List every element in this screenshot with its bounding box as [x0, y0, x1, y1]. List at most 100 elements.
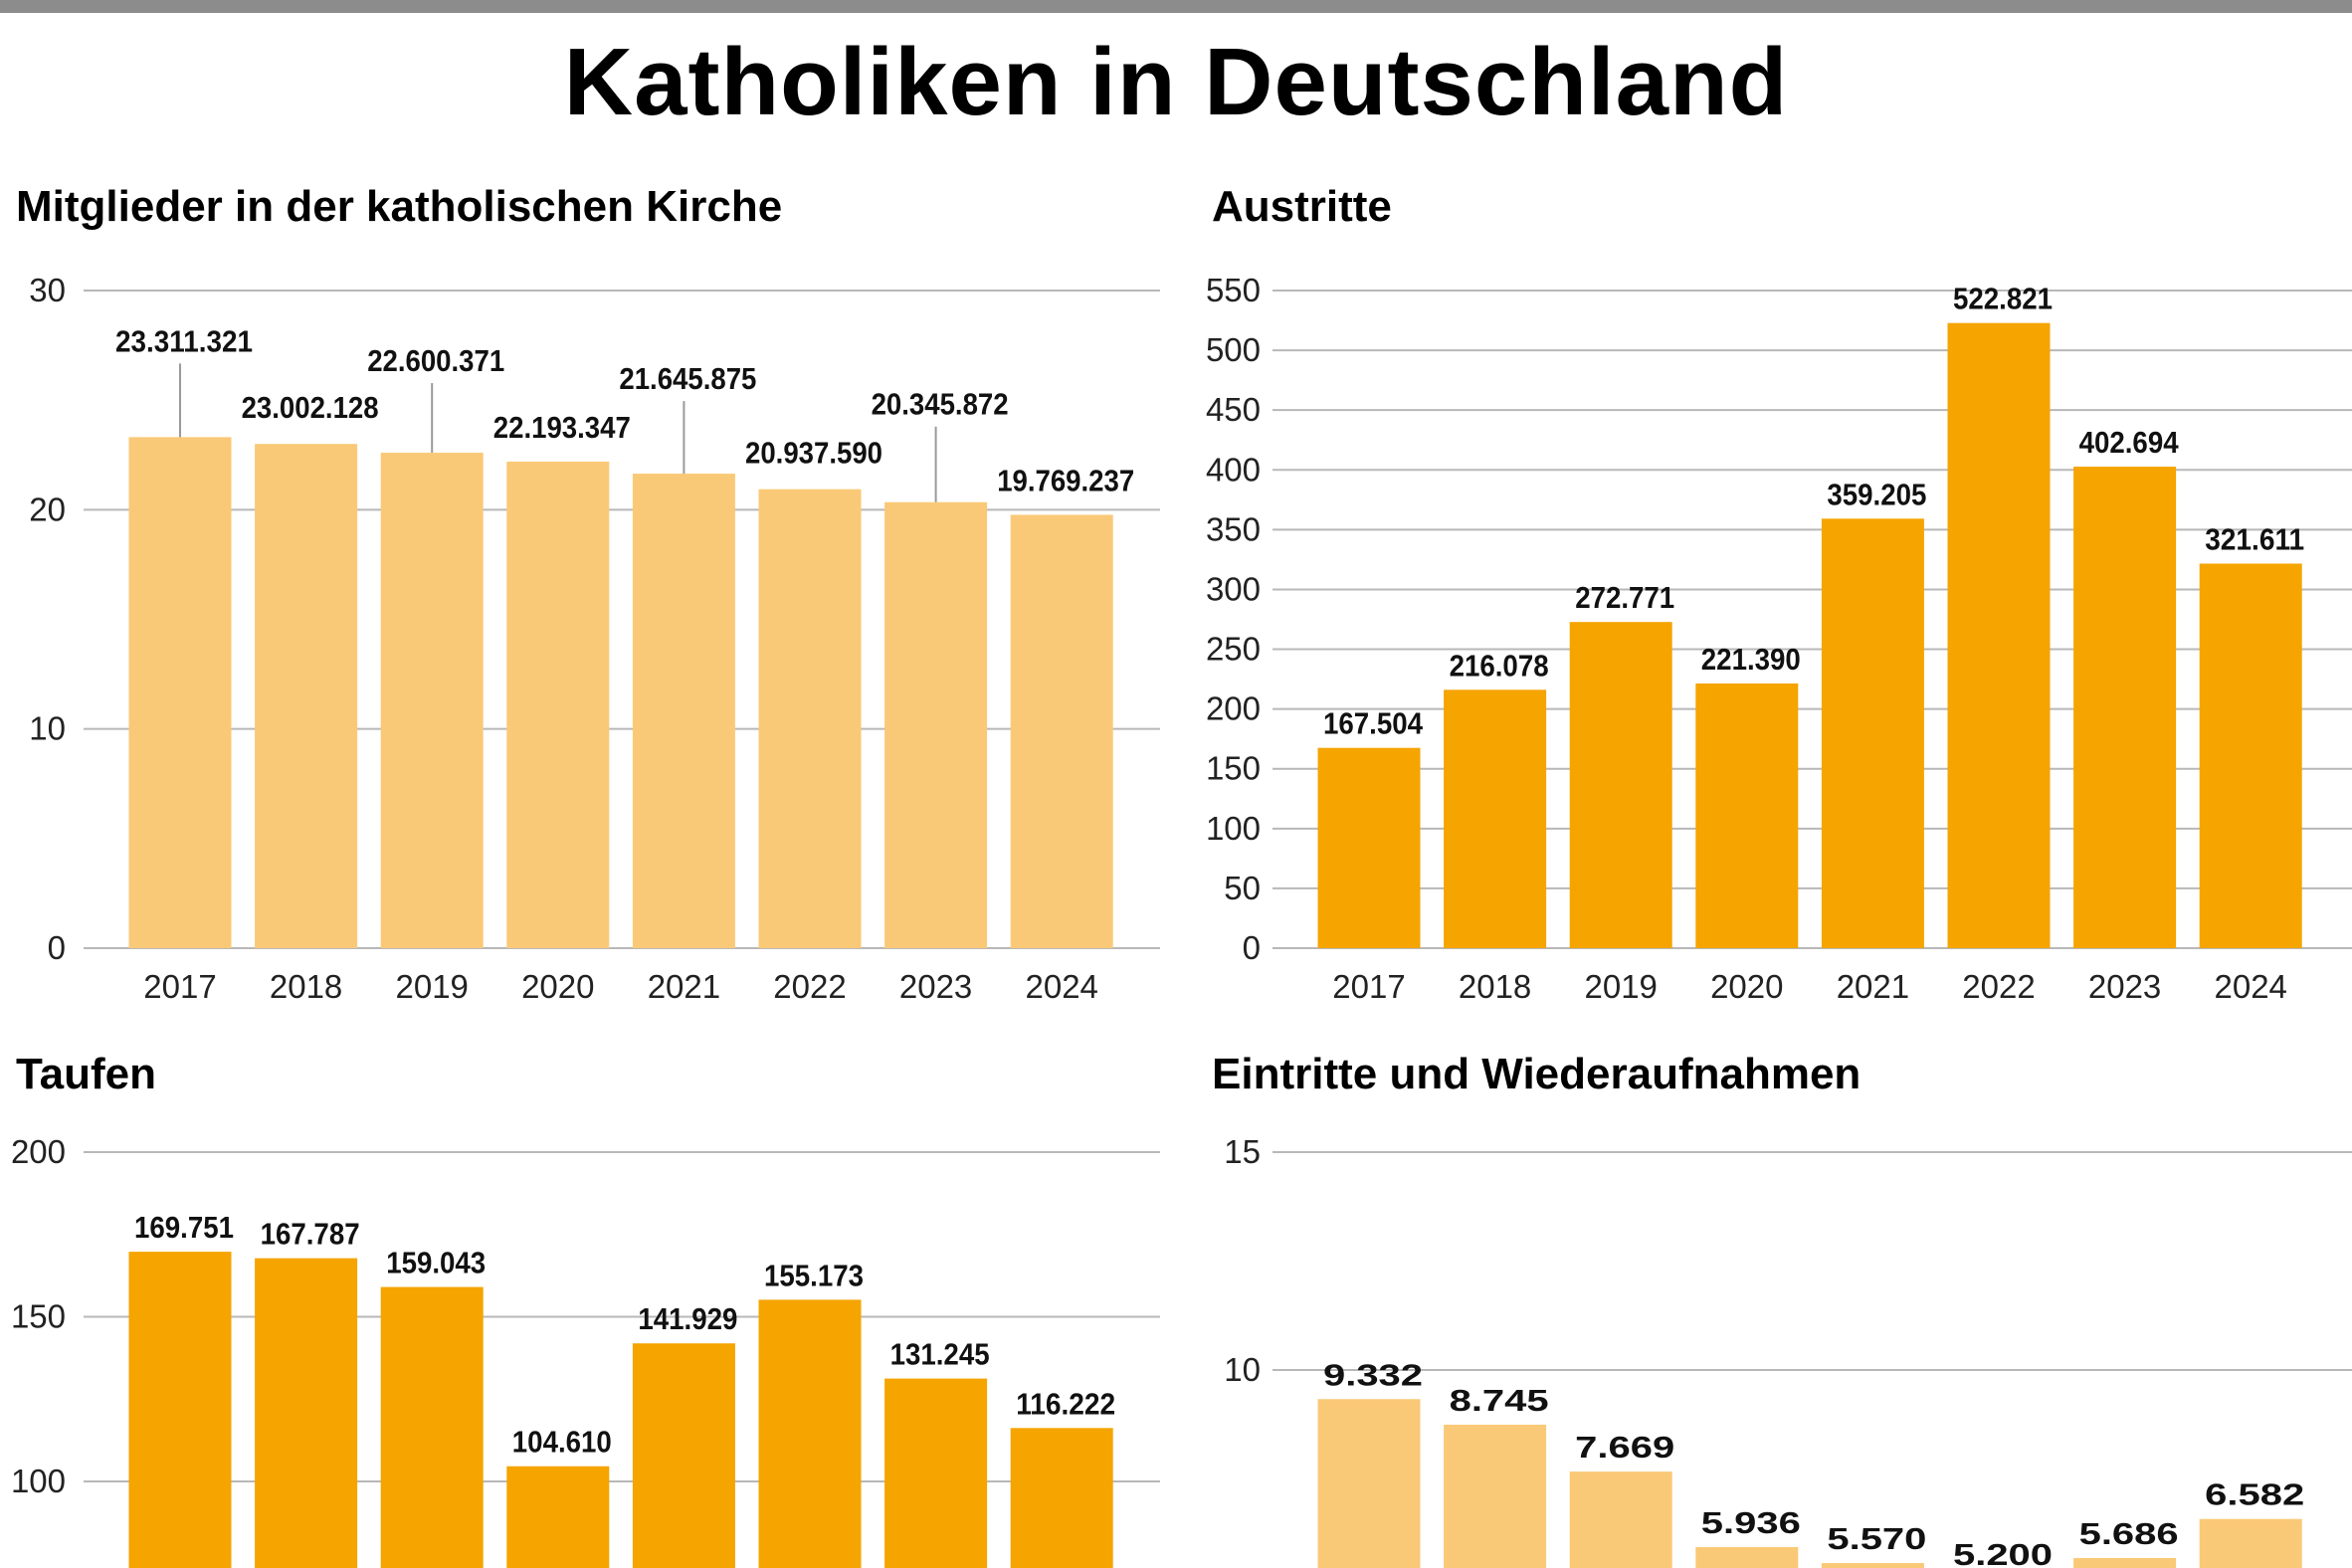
- bar-2021: [632, 474, 735, 948]
- data-label: 169.751: [134, 1210, 234, 1245]
- y-tick-label: 200: [1206, 690, 1261, 727]
- data-label: 159.043: [386, 1246, 486, 1280]
- data-label: 23.311.321: [115, 323, 253, 358]
- y-tick-label: 10: [29, 710, 66, 747]
- data-label: 7.669: [1575, 1430, 1674, 1465]
- x-tick-label: 2024: [2214, 968, 2286, 1005]
- y-tick-label: 250: [1206, 631, 1261, 668]
- y-tick-label: 350: [1206, 510, 1261, 547]
- bar-2017: [128, 1252, 232, 1568]
- x-tick-label: 2023: [899, 968, 972, 1005]
- bar-2024: [1010, 1428, 1113, 1568]
- bar-2024: [2199, 1518, 2302, 1568]
- data-label: 9.332: [1323, 1357, 1423, 1392]
- top-divider-bar: [0, 0, 2352, 13]
- y-tick-label: 100: [11, 1463, 66, 1499]
- bar-2022: [758, 489, 862, 948]
- data-label: 155.173: [764, 1258, 864, 1292]
- bar-2020: [1695, 1547, 1799, 1568]
- y-tick-label: 150: [11, 1298, 66, 1335]
- y-tick-label: 30: [29, 272, 66, 308]
- y-tick-label: 200: [11, 1133, 66, 1170]
- x-tick-label: 2021: [648, 968, 720, 1005]
- y-tick-label: 300: [1206, 570, 1261, 607]
- bar-2019: [1569, 1471, 1672, 1568]
- data-label: 22.193.347: [493, 410, 631, 445]
- data-label: 8.745: [1450, 1383, 1549, 1418]
- bar-2018: [1444, 1424, 1547, 1568]
- y-tick-label: 20: [29, 490, 66, 527]
- x-tick-label: 2024: [1025, 968, 1097, 1005]
- x-tick-label: 2017: [1332, 968, 1405, 1005]
- data-label: 20.937.590: [745, 436, 882, 471]
- y-tick-label: 450: [1206, 391, 1261, 428]
- bar-2022: [1947, 322, 2051, 949]
- bar-2022: [758, 1299, 862, 1568]
- bar-2018: [255, 444, 358, 948]
- x-tick-label: 2022: [773, 968, 846, 1005]
- data-label: 272.771: [1575, 580, 1674, 615]
- y-tick-label: 10: [1224, 1351, 1261, 1388]
- y-tick-label: 0: [48, 929, 66, 966]
- data-label: 104.610: [512, 1425, 612, 1460]
- chart-title-austritte: Austritte: [1212, 182, 1392, 231]
- y-tick-label: 150: [1206, 750, 1261, 787]
- x-tick-label: 2022: [1962, 968, 2035, 1005]
- bar-2023: [884, 1378, 988, 1568]
- bar-2021: [1821, 1563, 1924, 1568]
- data-label: 21.645.875: [619, 361, 756, 396]
- data-label: 22.600.371: [367, 343, 504, 378]
- bar-2019: [380, 1286, 484, 1568]
- data-label: 167.787: [261, 1217, 360, 1252]
- x-tick-label: 2018: [270, 968, 342, 1005]
- x-tick-label: 2019: [395, 968, 468, 1005]
- bar-2018: [255, 1258, 358, 1568]
- data-label: 321.611: [2205, 521, 2304, 556]
- y-tick-label: 100: [1206, 810, 1261, 847]
- bar-2019: [380, 453, 484, 948]
- bar-2020: [506, 462, 610, 948]
- data-label: 141.929: [638, 1301, 737, 1336]
- data-label: 5.200: [1953, 1537, 2053, 1568]
- bar-2021: [1821, 518, 1924, 948]
- data-label: 167.504: [1323, 706, 1424, 741]
- bar-2023: [884, 501, 988, 948]
- bar-2023: [2073, 467, 2177, 948]
- data-label: 116.222: [1016, 1386, 1115, 1421]
- data-label: 221.390: [1701, 642, 1801, 677]
- bar-2019: [1569, 622, 1672, 948]
- y-tick-label: 50: [1224, 870, 1261, 906]
- x-tick-label: 2017: [143, 968, 216, 1005]
- x-tick-label: 2021: [1837, 968, 1909, 1005]
- data-label: 20.345.872: [872, 387, 1009, 422]
- y-tick-label: 400: [1206, 451, 1261, 488]
- data-label: 23.002.128: [242, 390, 379, 425]
- bar-2021: [632, 1343, 735, 1568]
- y-tick-label: 500: [1206, 331, 1261, 368]
- x-tick-label: 2023: [2088, 968, 2161, 1005]
- data-label: 5.936: [1701, 1505, 1801, 1540]
- bar-2018: [1444, 689, 1547, 948]
- bar-2017: [1317, 747, 1421, 948]
- page-title: Katholiken in Deutschland: [563, 29, 1789, 135]
- bar-2017: [128, 437, 232, 948]
- bar-2017: [1317, 1399, 1421, 1568]
- x-tick-label: 2020: [521, 968, 594, 1005]
- data-label: 131.245: [890, 1337, 990, 1372]
- bar-2024: [2199, 563, 2302, 948]
- bar-2023: [2073, 1557, 2177, 1568]
- y-tick-label: 15: [1224, 1133, 1261, 1170]
- chart-title-taufen: Taufen: [16, 1050, 156, 1098]
- chart-title-eintritte: Eintritte und Wiederaufnahmen: [1212, 1050, 1862, 1098]
- bar-2020: [506, 1466, 610, 1568]
- data-label: 359.205: [1827, 477, 1926, 511]
- bar-2024: [1010, 514, 1113, 948]
- data-label: 522.821: [1953, 282, 2053, 316]
- data-label: 216.078: [1450, 648, 1549, 683]
- x-tick-label: 2018: [1459, 968, 1531, 1005]
- data-label: 6.582: [2205, 1477, 2304, 1512]
- data-label: 5.570: [1827, 1521, 1926, 1556]
